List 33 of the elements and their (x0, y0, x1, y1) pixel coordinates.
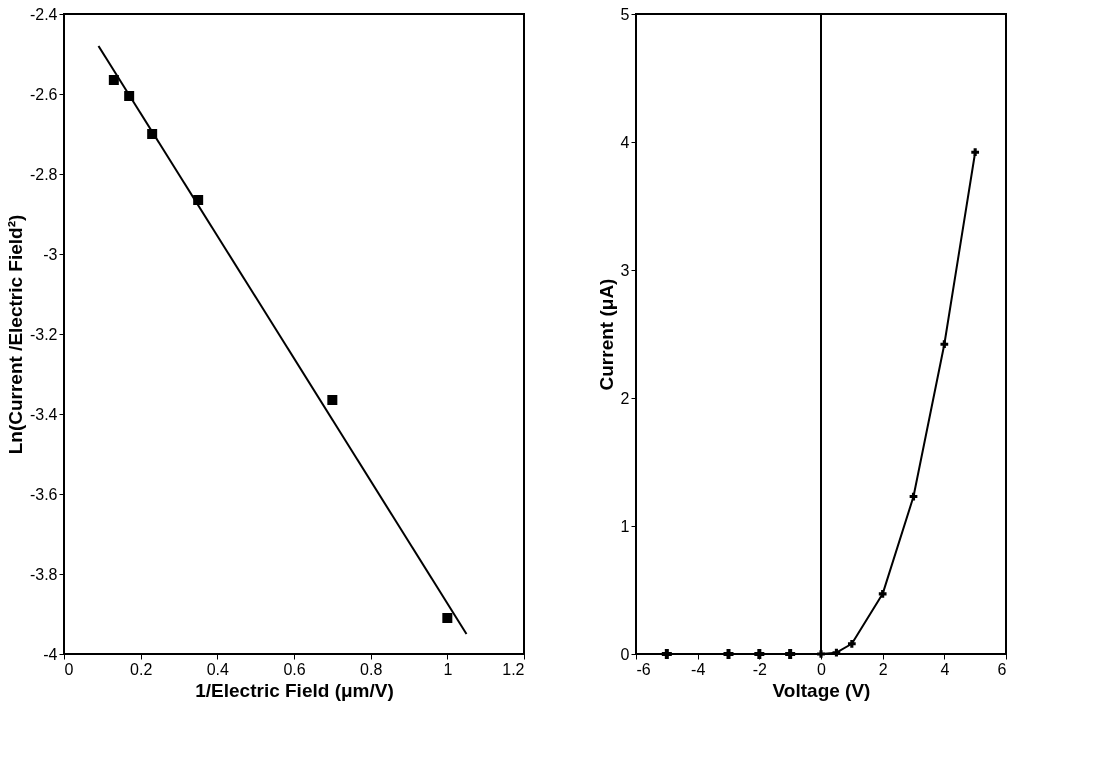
x-tick-label: 2 (878, 660, 888, 678)
x-tick-label: -6 (636, 660, 651, 678)
x-axis-title: Voltage (V) (772, 679, 871, 701)
x-tick-label: 1 (443, 660, 453, 678)
y-tick-label: 3 (620, 261, 630, 279)
y-tick-label: -2.6 (29, 85, 58, 103)
y-tick-label: -3.8 (29, 565, 58, 583)
x-tick-label: 0 (817, 660, 827, 678)
y-tick-label: 0 (620, 645, 630, 663)
y-tick-label: -3.6 (29, 485, 58, 503)
x-tick-label: 0.8 (360, 660, 383, 678)
x-tick-label: 0.4 (206, 660, 230, 678)
y-tick-label: 1 (620, 517, 630, 535)
x-tick-label: 4 (940, 660, 950, 678)
y-tick-label: -2.8 (29, 165, 58, 183)
x-tick-label: 0.2 (130, 660, 153, 678)
y-tick-label: -3 (43, 245, 58, 263)
x-tick-label: -2 (752, 660, 768, 678)
x-tick-label: 6 (997, 660, 1007, 678)
y-tick-label: -2.4 (29, 5, 58, 23)
x-tick-label: 1.2 (502, 660, 525, 678)
x-tick-label: 0 (64, 660, 74, 678)
y-axis-title: Current (μA) (595, 278, 617, 391)
y-tick-label: -3.2 (29, 325, 58, 343)
y-tick-label: 5 (620, 5, 630, 23)
x-tick-label: -4 (691, 660, 706, 678)
y-tick-label: -4 (43, 645, 58, 663)
y-tick-label: 2 (620, 389, 630, 407)
y-tick-label: -3.4 (29, 405, 58, 423)
y-axis-title: Ln(Current /Electric Field²) (4, 214, 26, 455)
x-tick-label: 0.6 (283, 660, 306, 678)
x-axis-title: 1/Electric Field (μm/V) (195, 679, 394, 701)
y-tick-label: 4 (620, 133, 630, 151)
